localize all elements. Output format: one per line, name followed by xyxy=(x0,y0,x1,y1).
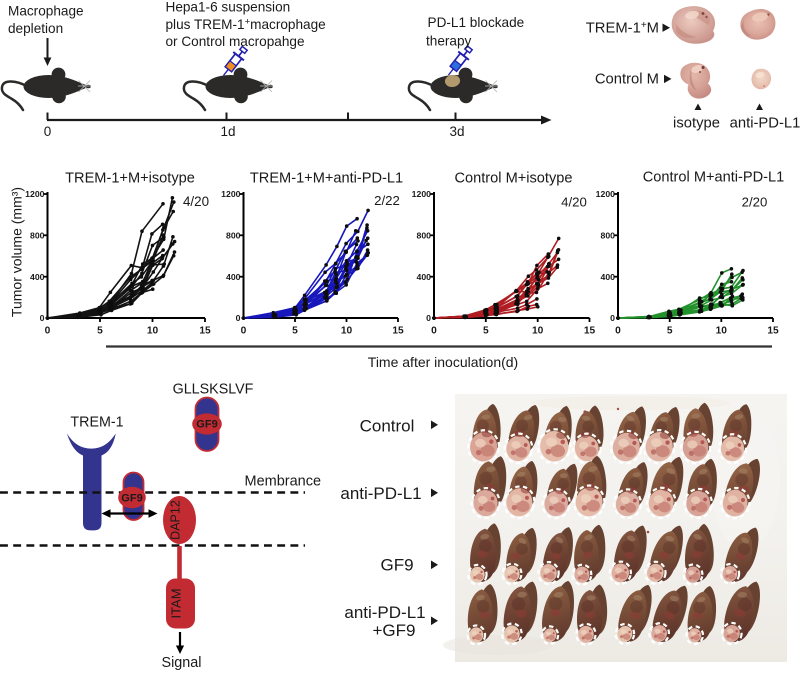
svg-text:therapy: therapy xyxy=(426,34,472,49)
svg-text:anti-PD-L1: anti-PD-L1 xyxy=(344,603,425,622)
svg-text:15: 15 xyxy=(767,326,779,337)
svg-text:4/20: 4/20 xyxy=(561,195,587,210)
svg-text:10: 10 xyxy=(147,326,159,337)
svg-text:Time after inoculation(d): Time after inoculation(d) xyxy=(368,354,518,370)
svg-text:800: 800 xyxy=(30,231,45,241)
svg-text:ITAM: ITAM xyxy=(169,588,184,618)
svg-text:0: 0 xyxy=(40,313,45,323)
svg-text:Control M+anti-PD-L1: Control M+anti-PD-L1 xyxy=(643,169,785,185)
svg-text:800: 800 xyxy=(601,231,616,241)
svg-text:3d: 3d xyxy=(449,124,464,139)
svg-text:Control M: Control M xyxy=(595,72,659,88)
svg-text:400: 400 xyxy=(417,272,432,282)
svg-text:TREM-1+M: TREM-1+M xyxy=(586,20,659,37)
svg-text:anti-PD-L1: anti-PD-L1 xyxy=(730,116,800,132)
svg-text:PD-L1 blockade: PD-L1 blockade xyxy=(428,15,525,30)
svg-text:Control: Control xyxy=(360,417,415,436)
svg-text:0: 0 xyxy=(610,313,615,323)
svg-text:800: 800 xyxy=(226,231,241,241)
svg-text:0: 0 xyxy=(236,313,241,323)
svg-text:5: 5 xyxy=(667,326,673,337)
svg-text:1200: 1200 xyxy=(412,189,431,199)
svg-text:800: 800 xyxy=(417,231,432,241)
svg-text:Tumor volume (mm³): Tumor volume (mm³) xyxy=(9,187,25,317)
svg-text:2/22: 2/22 xyxy=(374,193,400,208)
svg-text:1200: 1200 xyxy=(221,189,240,199)
svg-text:TREM-1+M+anti-PD-L1: TREM-1+M+anti-PD-L1 xyxy=(250,170,403,186)
svg-text:0: 0 xyxy=(241,326,247,337)
svg-text:15: 15 xyxy=(584,326,596,337)
svg-text:4/20: 4/20 xyxy=(183,194,209,209)
svg-text:depletion: depletion xyxy=(8,21,63,36)
svg-text:0: 0 xyxy=(431,326,437,337)
svg-text:1200: 1200 xyxy=(25,189,44,199)
svg-text:Control M+isotype: Control M+isotype xyxy=(454,170,572,186)
svg-text:GLLSKSLVF: GLLSKSLVF xyxy=(173,382,254,398)
svg-text:TREM-1: TREM-1 xyxy=(70,415,123,431)
svg-text:isotype: isotype xyxy=(673,116,720,132)
svg-text:5: 5 xyxy=(292,326,298,337)
svg-text:1d: 1d xyxy=(220,124,235,139)
svg-text:15: 15 xyxy=(199,326,211,337)
svg-text:plus TREM-1+macrophage: plus TREM-1+macrophage xyxy=(166,16,326,32)
svg-text:400: 400 xyxy=(30,272,45,282)
svg-text:Signal: Signal xyxy=(161,655,201,671)
svg-text:400: 400 xyxy=(601,272,616,282)
svg-text:anti-PD-L1: anti-PD-L1 xyxy=(340,484,421,503)
svg-text:0: 0 xyxy=(44,124,52,139)
svg-text:or Control macropahge: or Control macropahge xyxy=(166,34,305,49)
svg-text:5: 5 xyxy=(97,326,103,337)
svg-text:10: 10 xyxy=(341,326,353,337)
svg-text:GF9: GF9 xyxy=(121,493,142,505)
svg-text:15: 15 xyxy=(392,326,404,337)
svg-text:10: 10 xyxy=(532,326,544,337)
svg-text:Macrophage: Macrophage xyxy=(8,4,84,19)
svg-text:DAP12: DAP12 xyxy=(169,500,183,540)
svg-text:Hepa1-6 suspension: Hepa1-6 suspension xyxy=(166,0,291,15)
svg-text:TREM-1+M+isotype: TREM-1+M+isotype xyxy=(65,170,195,186)
svg-text:Membrance: Membrance xyxy=(245,474,322,490)
svg-text:0: 0 xyxy=(45,326,51,337)
svg-text:0: 0 xyxy=(426,313,431,323)
svg-text:5: 5 xyxy=(483,326,489,337)
svg-text:GF9: GF9 xyxy=(196,419,217,431)
svg-text:10: 10 xyxy=(716,326,728,337)
svg-text:2/20: 2/20 xyxy=(742,195,768,210)
svg-text:400: 400 xyxy=(226,272,241,282)
svg-text:0: 0 xyxy=(615,326,621,337)
svg-text:1200: 1200 xyxy=(596,189,615,199)
svg-text:+GF9: +GF9 xyxy=(373,621,416,640)
svg-text:GF9: GF9 xyxy=(380,556,413,575)
